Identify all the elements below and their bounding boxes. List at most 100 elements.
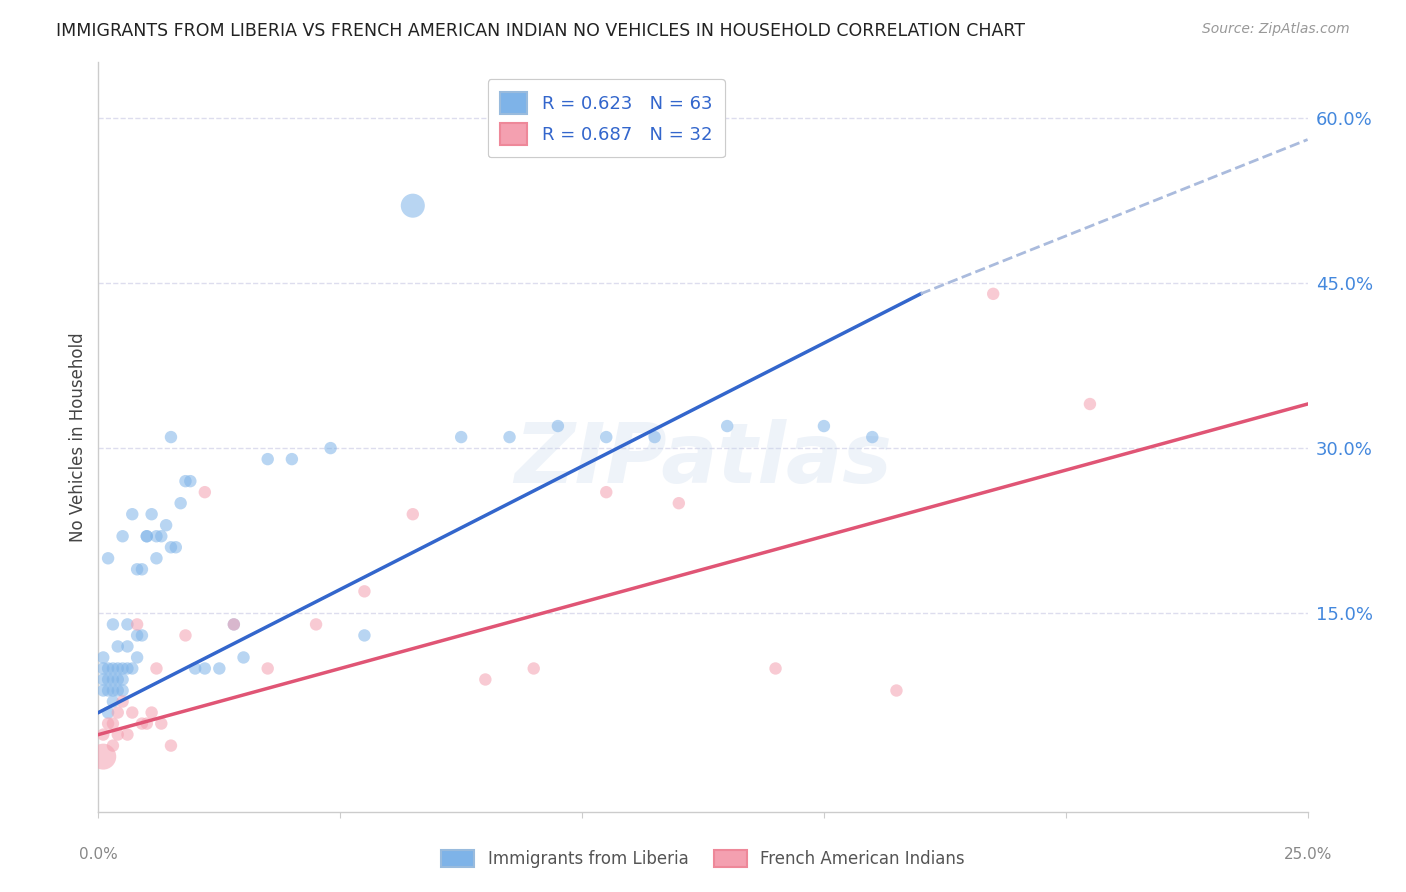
- Point: [813, 419, 835, 434]
- Point: [97, 706, 120, 720]
- Text: 0.0%: 0.0%: [79, 847, 118, 862]
- Point: [595, 485, 617, 500]
- Point: [117, 640, 139, 654]
- Point: [97, 661, 120, 675]
- Point: [150, 529, 173, 543]
- Point: [101, 739, 124, 753]
- Point: [107, 706, 129, 720]
- Point: [353, 584, 375, 599]
- Point: [127, 562, 149, 576]
- Point: [150, 716, 173, 731]
- Point: [644, 430, 666, 444]
- Point: [101, 673, 124, 687]
- Legend: Immigrants from Liberia, French American Indians: Immigrants from Liberia, French American…: [434, 843, 972, 875]
- Point: [107, 640, 129, 654]
- Point: [117, 661, 139, 675]
- Point: [111, 694, 134, 708]
- Point: [474, 673, 496, 687]
- Point: [117, 728, 139, 742]
- Text: IMMIGRANTS FROM LIBERIA VS FRENCH AMERICAN INDIAN NO VEHICLES IN HOUSEHOLD CORRE: IMMIGRANTS FROM LIBERIA VS FRENCH AMERIC…: [56, 22, 1025, 40]
- Point: [547, 419, 569, 434]
- Point: [127, 617, 149, 632]
- Point: [179, 474, 201, 488]
- Point: [141, 507, 163, 521]
- Point: [981, 286, 1004, 301]
- Point: [127, 650, 149, 665]
- Point: [595, 430, 617, 444]
- Point: [101, 694, 124, 708]
- Point: [131, 628, 153, 642]
- Point: [101, 716, 124, 731]
- Point: [305, 617, 328, 632]
- Point: [111, 673, 134, 687]
- Point: [91, 728, 114, 742]
- Point: [155, 518, 177, 533]
- Point: [107, 728, 129, 742]
- Point: [111, 661, 134, 675]
- Text: Source: ZipAtlas.com: Source: ZipAtlas.com: [1202, 22, 1350, 37]
- Point: [402, 199, 425, 213]
- Point: [160, 430, 183, 444]
- Point: [101, 617, 124, 632]
- Point: [121, 661, 143, 675]
- Point: [160, 541, 183, 555]
- Point: [91, 661, 114, 675]
- Point: [194, 485, 217, 500]
- Point: [145, 661, 167, 675]
- Point: [101, 661, 124, 675]
- Point: [107, 661, 129, 675]
- Point: [668, 496, 690, 510]
- Point: [141, 706, 163, 720]
- Point: [91, 650, 114, 665]
- Point: [232, 650, 254, 665]
- Point: [107, 683, 129, 698]
- Point: [208, 661, 231, 675]
- Point: [353, 628, 375, 642]
- Point: [111, 683, 134, 698]
- Point: [121, 507, 143, 521]
- Point: [101, 683, 124, 698]
- Point: [281, 452, 304, 467]
- Point: [91, 683, 114, 698]
- Point: [97, 673, 120, 687]
- Point: [131, 562, 153, 576]
- Point: [174, 474, 197, 488]
- Point: [765, 661, 787, 675]
- Point: [91, 749, 114, 764]
- Text: ZIPatlas: ZIPatlas: [515, 419, 891, 500]
- Point: [716, 419, 738, 434]
- Point: [174, 628, 197, 642]
- Point: [135, 529, 157, 543]
- Point: [107, 673, 129, 687]
- Point: [256, 452, 278, 467]
- Point: [145, 529, 167, 543]
- Point: [131, 716, 153, 731]
- Y-axis label: No Vehicles in Household: No Vehicles in Household: [69, 332, 87, 542]
- Point: [860, 430, 883, 444]
- Point: [886, 683, 908, 698]
- Point: [169, 496, 191, 510]
- Point: [91, 673, 114, 687]
- Point: [135, 716, 157, 731]
- Point: [121, 706, 143, 720]
- Point: [319, 441, 342, 455]
- Point: [1078, 397, 1101, 411]
- Point: [450, 430, 472, 444]
- Point: [402, 507, 425, 521]
- Point: [117, 617, 139, 632]
- Point: [184, 661, 207, 675]
- Point: [256, 661, 278, 675]
- Point: [194, 661, 217, 675]
- Point: [160, 739, 183, 753]
- Text: 25.0%: 25.0%: [1284, 847, 1331, 862]
- Point: [523, 661, 546, 675]
- Point: [222, 617, 245, 632]
- Legend: R = 0.623   N = 63, R = 0.687   N = 32: R = 0.623 N = 63, R = 0.687 N = 32: [488, 79, 725, 157]
- Point: [111, 529, 134, 543]
- Point: [127, 628, 149, 642]
- Point: [135, 529, 157, 543]
- Point: [498, 430, 520, 444]
- Point: [97, 683, 120, 698]
- Point: [222, 617, 245, 632]
- Point: [145, 551, 167, 566]
